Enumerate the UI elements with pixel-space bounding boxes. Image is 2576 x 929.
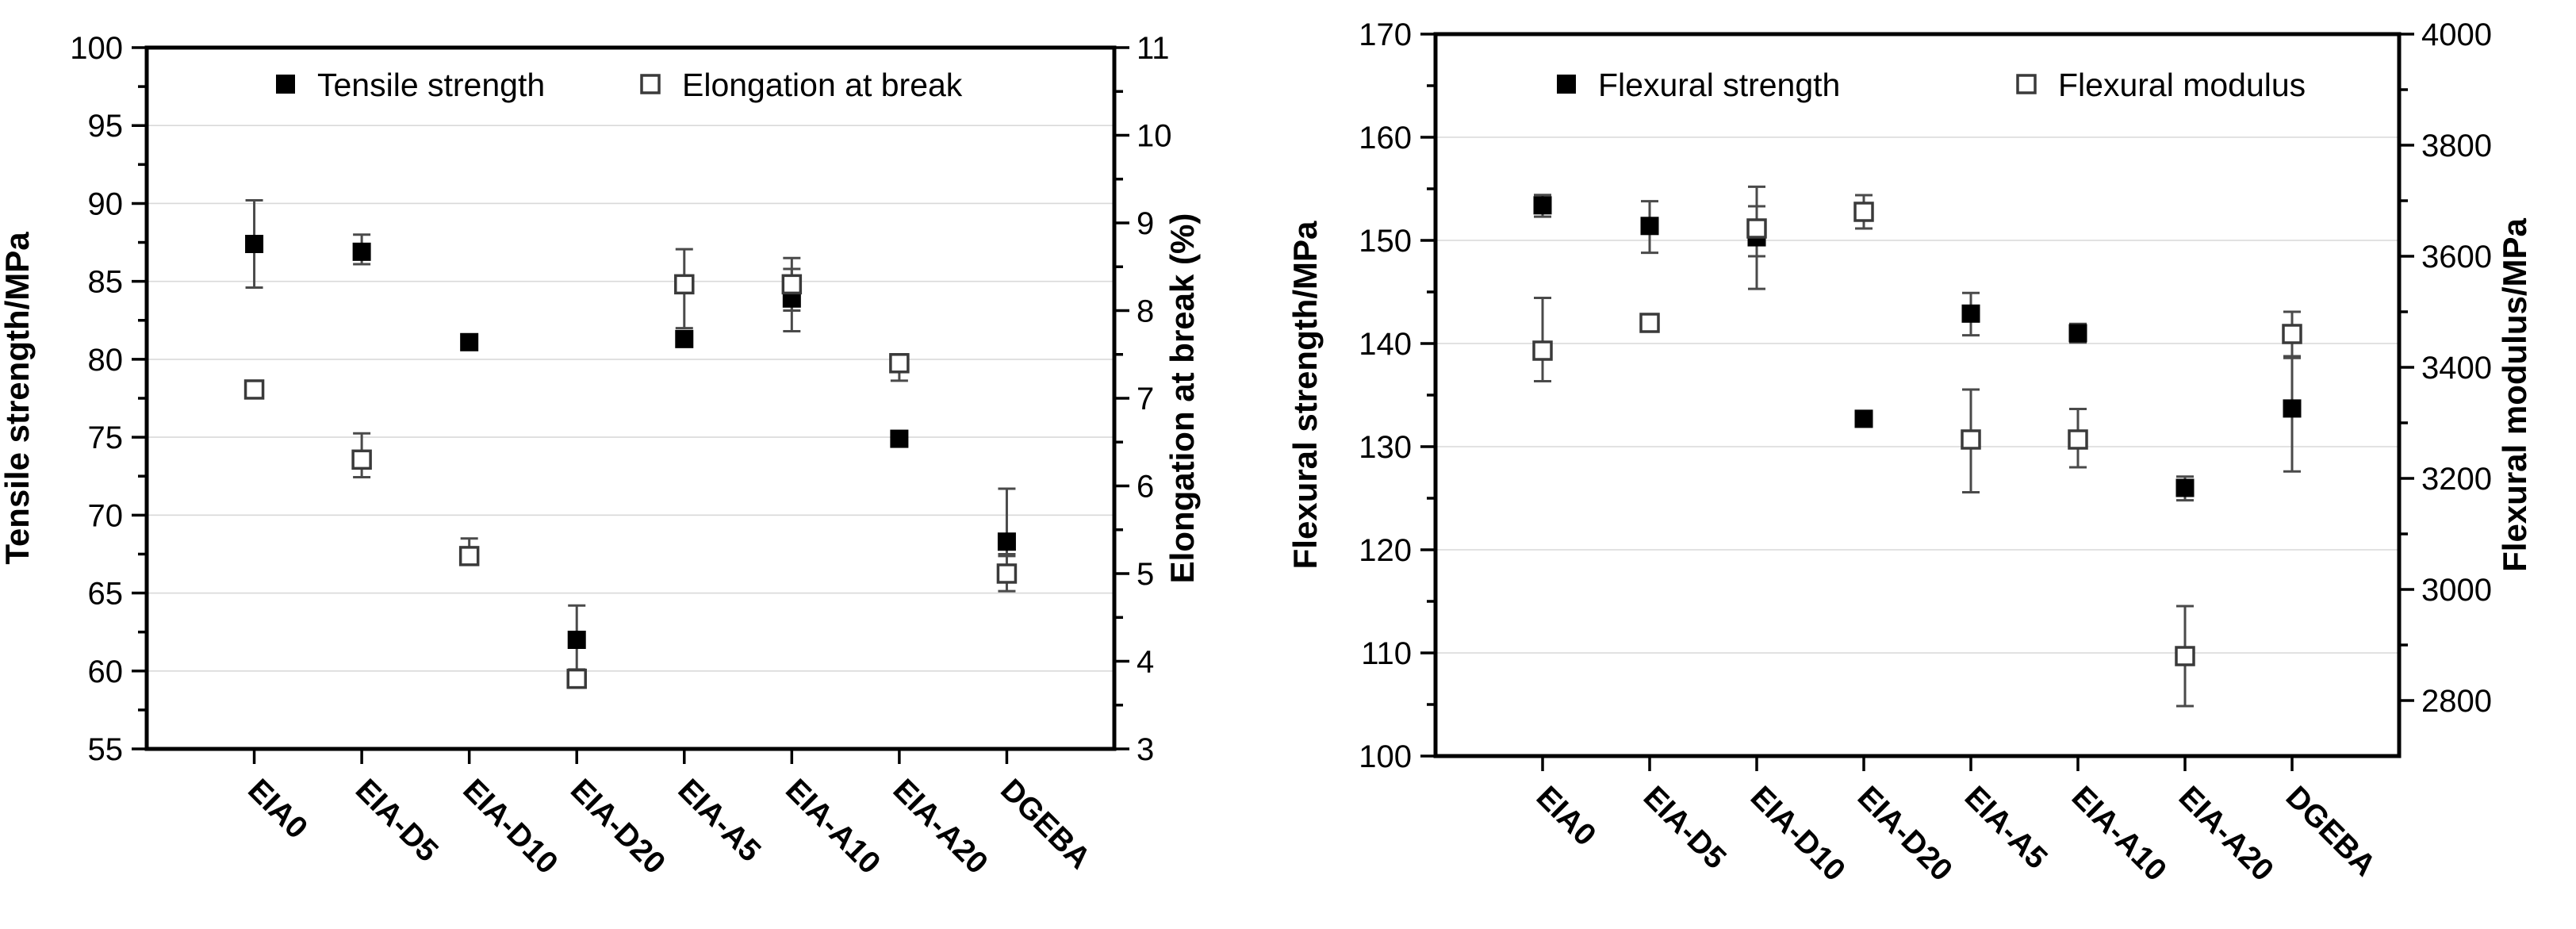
left-axis-tick-label: 80 — [88, 343, 124, 378]
left-axis-tick-label: 75 — [88, 420, 124, 455]
x-tick-label: EIA-A5 — [671, 773, 767, 869]
x-tick-label: EIA-A5 — [1958, 780, 2054, 876]
data-point-open-square — [351, 449, 372, 470]
right-axis-tick-label: 4 — [1137, 645, 1154, 680]
data-point-filled-square — [460, 332, 479, 351]
data-point-filled-square — [1640, 217, 1659, 236]
right-axis-tick-label: 7 — [1137, 382, 1154, 417]
left-axis-tick-label: 70 — [88, 498, 124, 533]
x-tick-label: DGEBA — [994, 773, 1097, 876]
x-tick-label: EIA-D10 — [1744, 780, 1852, 888]
left-axis-tick-label: 100 — [70, 31, 123, 66]
plot-frame — [144, 45, 1117, 751]
data-point-open-square — [781, 274, 803, 295]
data-point-filled-square — [675, 329, 694, 348]
right-axis-tick-label: 3400 — [2421, 351, 2492, 386]
data-point-filled-square — [1961, 304, 1980, 323]
data-point-filled-square — [352, 242, 371, 261]
x-tick-label: EIA-A10 — [779, 773, 887, 881]
data-point-filled-square — [567, 630, 586, 649]
x-tick-label: EIA-D20 — [1851, 780, 1959, 888]
legend-marker-filled-square — [276, 75, 295, 94]
left-axis-tick-label: 60 — [88, 655, 124, 689]
data-point-filled-square — [245, 235, 264, 254]
x-tick-label: EIA-D5 — [1637, 780, 1733, 876]
data-point-filled-square — [2068, 324, 2087, 343]
data-point-open-square — [1853, 202, 1874, 222]
x-tick-label: EIA-D10 — [456, 773, 564, 881]
data-point-open-square — [996, 563, 1018, 584]
data-point-open-square — [566, 668, 587, 689]
right-axis-title: Elongation at break (%) — [1163, 213, 1201, 584]
data-point-open-square — [1639, 313, 1660, 333]
left-axis-tick-label: 65 — [88, 577, 124, 612]
legend-marker-open-square — [640, 74, 661, 94]
left-axis-tick-label: 120 — [1359, 533, 1412, 568]
right-axis-tick-label: 9 — [1137, 206, 1154, 241]
left-axis-tick-label: 160 — [1359, 121, 1412, 155]
left-axis-tick-label: 170 — [1359, 17, 1412, 52]
legend-marker-open-square — [2016, 74, 2037, 94]
data-point-open-square — [674, 274, 695, 295]
data-point-filled-square — [2175, 478, 2195, 497]
left-axis-tick-label: 110 — [1361, 636, 1412, 671]
right-axis-tick-label: 5 — [1137, 557, 1154, 592]
right-axis-tick-label: 3000 — [2421, 573, 2492, 608]
left-axis-tick-label: 85 — [88, 265, 124, 300]
right-axis-tick-label: 11 — [1137, 31, 1170, 66]
flexural-chart: 100 110 120 130 140 150 160 170 2800 3000 3200 3400… — [1286, 17, 2533, 888]
right-axis-tick-label: 6 — [1137, 470, 1154, 505]
left-axis-tick-label: 55 — [88, 732, 124, 767]
x-tick-label: EIA-A20 — [887, 773, 995, 881]
left-axis-tick-label: 150 — [1359, 224, 1412, 259]
left-axis-tick-label: 140 — [1359, 327, 1412, 362]
right-axis-tick-label: 3 — [1137, 732, 1154, 767]
data-point-open-square — [458, 546, 480, 566]
data-point-open-square — [1746, 218, 1767, 239]
right-axis-tick-label: 3200 — [2421, 462, 2492, 497]
data-point-open-square — [1532, 340, 1553, 361]
right-axis-tick-label: 3600 — [2421, 240, 2492, 274]
right-axis-tick-label: 3800 — [2421, 129, 2492, 163]
data-point-open-square — [2068, 429, 2088, 450]
plot-frame — [1433, 32, 2402, 758]
right-axis-tick-label: 8 — [1137, 294, 1154, 329]
legend-label: Flexural strength — [1598, 67, 1840, 103]
legend-marker-filled-square — [1557, 75, 1576, 94]
right-axis-tick-label: 10 — [1137, 119, 1172, 154]
data-point-open-square — [889, 353, 910, 374]
left-axis-title: Tensile strength/MPa — [0, 232, 36, 565]
x-tick-label: EIA-D20 — [564, 773, 672, 881]
left-axis-tick-label: 95 — [88, 109, 124, 144]
left-axis-title: Flexural strength/MPa — [1286, 221, 1324, 569]
data-point-filled-square — [1533, 196, 1552, 215]
data-point-filled-square — [890, 429, 909, 448]
data-point-open-square — [243, 379, 265, 400]
tensile-elongation-chart: 55 60 65 70 75 80 85 90 95 100 3 4 5 6 7 8 9 10 11 EIA0 EIA-… — [0, 31, 1201, 881]
right-axis-tick-label: 2800 — [2421, 684, 2492, 719]
x-tick-label: DGEBA — [2279, 780, 2382, 883]
data-point-open-square — [1961, 429, 1981, 450]
x-tick-label: EIA-D5 — [349, 773, 445, 869]
x-tick-label: EIA0 — [241, 773, 314, 846]
x-tick-label: EIA0 — [1530, 780, 1603, 853]
data-point-filled-square — [1854, 409, 1873, 428]
data-point-filled-square — [997, 532, 1016, 551]
legend-label: Flexural modulus — [2058, 67, 2306, 103]
left-axis-tick-label: 130 — [1359, 430, 1412, 465]
data-point-open-square — [2175, 646, 2195, 666]
data-point-filled-square — [2283, 399, 2302, 418]
right-axis-tick-label: 4000 — [2421, 17, 2492, 52]
left-axis-tick-label: 90 — [88, 186, 124, 221]
x-tick-label: EIA-A20 — [2172, 780, 2280, 888]
data-point-open-square — [2282, 324, 2302, 344]
legend-label: Elongation at break — [682, 67, 963, 103]
x-tick-label: EIA-A10 — [2065, 780, 2173, 888]
legend-label: Tensile strength — [317, 67, 545, 103]
right-axis-title: Flexural modulus/MPa — [2496, 217, 2533, 571]
left-axis-tick-label: 100 — [1359, 739, 1412, 774]
